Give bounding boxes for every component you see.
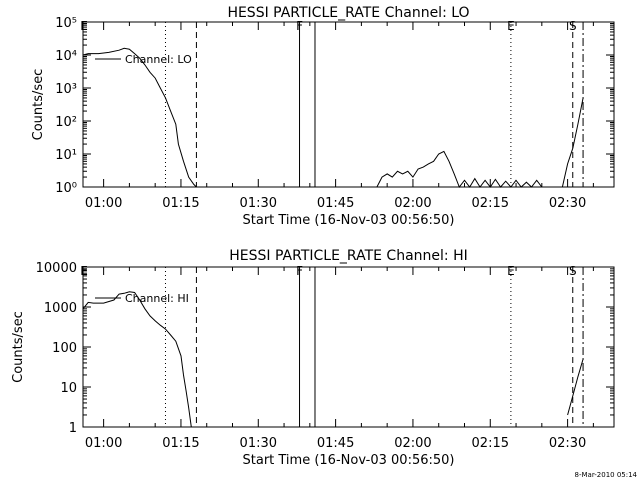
series-line	[82, 47, 197, 188]
event-marker-label: E	[80, 264, 88, 278]
x-tick-label: 01:15	[162, 196, 199, 211]
event-marker-label: E	[507, 19, 515, 33]
y-tick-label: 10¹	[55, 148, 77, 163]
series-line	[567, 358, 584, 416]
x-tick-label: 01:45	[317, 436, 354, 451]
plot-frame	[82, 21, 615, 188]
y-tick-label: 10³	[55, 82, 77, 97]
x-tick-label: 01:45	[317, 196, 354, 211]
x-tick-label: 01:00	[85, 196, 122, 211]
x-tick-label: 02:15	[472, 196, 509, 211]
legend-label: Channel: LO	[125, 53, 192, 66]
event-marker-label: F	[296, 264, 303, 278]
y-tick-label: 1	[69, 421, 77, 436]
chart-title: HESSI PARTICLE_RATE Channel: HI	[229, 248, 467, 264]
event-marker-label: E	[80, 19, 88, 33]
series-line	[82, 291, 192, 428]
event-marker-label: S	[569, 264, 577, 278]
x-tick-label: 01:00	[85, 436, 122, 451]
legend-label: Channel: HI	[125, 292, 189, 305]
y-axis-label: Counts/sec	[11, 311, 26, 383]
y-tick-label: 1000	[44, 301, 77, 316]
x-tick-label: 02:30	[549, 436, 586, 451]
x-tick-label: 02:00	[394, 436, 431, 451]
chart-title: HESSI PARTICLE_RATE Channel: LO	[227, 5, 469, 21]
y-tick-label: 10⁵	[55, 16, 77, 31]
y-tick-label: 100	[52, 341, 77, 356]
y-tick-label: 10⁴	[55, 49, 77, 64]
event-marker-label: S	[569, 19, 577, 33]
series-line	[376, 150, 543, 189]
y-tick-label: 10	[60, 381, 77, 396]
x-tick-label: 02:15	[472, 436, 509, 451]
x-tick-label: 01:30	[240, 436, 277, 451]
y-axis-label: Counts/sec	[31, 69, 46, 141]
y-tick-label: 10²	[55, 115, 77, 130]
y-tick-label: 10⁰	[55, 181, 77, 196]
y-tick-label: 10000	[36, 261, 77, 276]
date-stamp: 8-Mar-2010 05:14	[575, 471, 638, 479]
series-line	[561, 97, 584, 188]
x-tick-label: 01:15	[162, 436, 199, 451]
x-axis-label: Start Time (16-Nov-03 00:56:50)	[243, 453, 455, 468]
event-marker-label: E	[507, 264, 515, 278]
x-tick-label: 02:00	[394, 196, 431, 211]
x-tick-label: 02:30	[549, 196, 586, 211]
x-tick-label: 01:30	[240, 196, 277, 211]
event-marker-label: F	[296, 19, 303, 33]
x-axis-label: Start Time (16-Nov-03 00:56:50)	[243, 213, 455, 228]
